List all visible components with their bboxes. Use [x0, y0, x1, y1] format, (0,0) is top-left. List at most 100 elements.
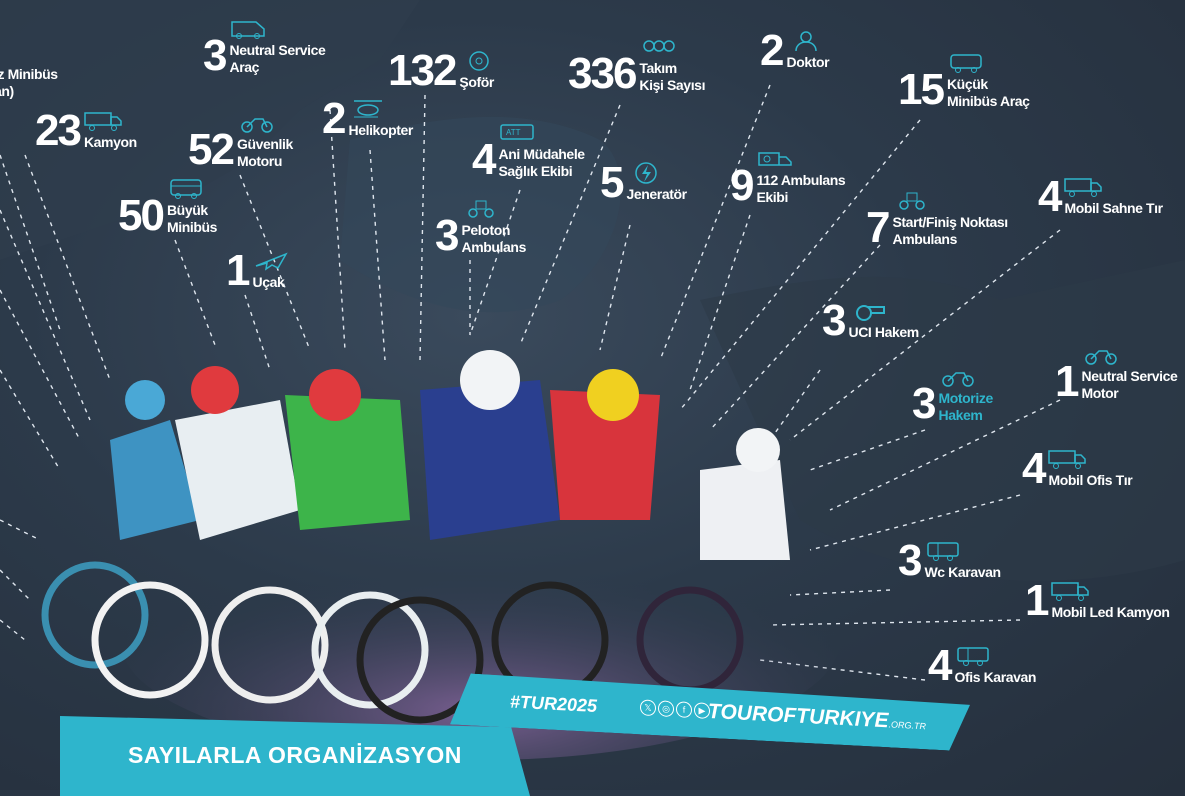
motorcycle-icon [1081, 344, 1121, 366]
helicopter-icon [348, 98, 388, 120]
stat-number: 1 [226, 246, 251, 295]
website-link[interactable]: TOUROFTURKIYE.ORG.TR [708, 700, 926, 735]
stat-label-line: ız Minibüs [0, 66, 58, 82]
minibus-icon [947, 52, 987, 74]
stat-item: 4 Mobil Ofis Tır [1022, 444, 1133, 493]
stat-number: 15 [898, 65, 945, 114]
stat-number: 1 [1025, 576, 1050, 625]
stat-item: 2 Helikopter [322, 94, 413, 143]
stat-label: Neutral Service [229, 42, 326, 58]
stat-label: Doktor [786, 54, 830, 70]
stat-item: 3 Peloton Ambulans [435, 198, 526, 260]
leader-line [0, 154, 61, 331]
stat-item: 336 Takım Kişi Sayısı [568, 36, 706, 98]
stat-label: Takım [639, 60, 677, 76]
leader-line [659, 84, 771, 361]
leader-line [329, 109, 346, 351]
motorcycle-icon [938, 366, 978, 388]
ambulance-motorcycle-icon [892, 190, 932, 212]
stat-label: Jeneratör [626, 186, 687, 202]
stat-number: 2 [322, 94, 347, 143]
stat-number: 52 [188, 125, 235, 174]
stat-item: 50 Büyük Minibüs [118, 178, 217, 240]
caravan-icon [954, 645, 994, 667]
stat-label: Motor [1081, 385, 1119, 401]
bus-icon [167, 178, 207, 200]
banner-title: SAYILARLA ORGANİZASYON [128, 742, 462, 768]
stat-label: Wc Karavan [924, 564, 1001, 580]
stat-number: 7 [866, 203, 891, 252]
leader-line [789, 229, 1061, 441]
stat-number: 3 [435, 211, 460, 260]
leader-line [689, 214, 751, 391]
leader-line [709, 244, 881, 431]
leader-line [809, 494, 1021, 551]
stat-label: Motorize [938, 390, 993, 406]
stat-item: 3 Motorize Hakem [912, 366, 993, 428]
stat-item: 4 Ofis Karavan [928, 641, 1037, 690]
stat-label: Şoför [459, 74, 494, 90]
stat-item: 4 Mobil Sahne Tır [1038, 172, 1163, 221]
title-banner: SAYILARLA ORGANİZASYON [60, 716, 530, 796]
leader-line [24, 154, 111, 381]
stat-number: 9 [730, 161, 755, 210]
stat-number: 4 [472, 135, 497, 184]
stat-item: 4 ATT Ani Müdahele Sağlık Ekibi [472, 122, 585, 184]
site-name: TOUROFTURKIYE [708, 699, 889, 733]
stat-label-line: an) [0, 83, 14, 99]
stat-item: 7 Start/Finiş Noktası Ambulans [866, 190, 1008, 252]
stat-item: 15 Küçük Minibüs Araç [898, 52, 1030, 114]
stat-number: 336 [568, 49, 637, 98]
stat-label: Sağlık Ekibi [498, 163, 573, 179]
stat-number: 4 [1038, 172, 1063, 221]
leader-line [599, 224, 631, 351]
stat-label: Hakem [938, 407, 983, 423]
stat-item: 23 Kamyon [35, 109, 137, 153]
stat-number: 3 [203, 31, 228, 80]
stat-label: Kamyon [83, 134, 137, 150]
stat-item: 3 Neutral Service Araç [203, 18, 326, 80]
stat-label: Ambulans [461, 239, 526, 255]
hashtag: #TUR2025 [510, 691, 598, 717]
leader-line [0, 289, 81, 441]
stat-label: 112 Ambulans [756, 172, 846, 188]
stat-label: Küçük [946, 76, 988, 92]
stat-item: 1 Uçak [226, 246, 292, 295]
stat-label: Motoru [236, 153, 282, 169]
stat-item: 2 Doktor [760, 29, 830, 73]
stat-label: Mobil Sahne Tır [1064, 200, 1163, 216]
stat-number: 132 [388, 46, 457, 95]
ambulance-icon [756, 148, 796, 170]
att-ambulance-icon: ATT [498, 122, 538, 144]
stat-label: Ani Müdahele [498, 146, 585, 162]
leader-line [829, 399, 1061, 511]
instagram-icon[interactable]: ◎ [658, 700, 674, 717]
facebook-icon[interactable]: f [676, 701, 692, 718]
stat-label: Kişi Sayısı [639, 77, 706, 93]
stat-number: 3 [898, 536, 923, 585]
stat-label: Ekibi [756, 189, 788, 205]
van-icon [229, 18, 269, 40]
stat-item: 5 Jeneratör [600, 158, 687, 207]
stat-number: 5 [600, 158, 625, 207]
stat-number: 50 [118, 191, 165, 240]
motorcycle-icon [237, 112, 277, 134]
stat-number: 3 [822, 296, 847, 345]
stat-item: 1 Neutral Service Motor [1055, 344, 1178, 404]
truck-icon [1064, 176, 1104, 198]
stat-number: 4 [1022, 444, 1047, 493]
stat-label: Helikopter [348, 122, 413, 138]
x-icon[interactable]: 𝕏 [640, 699, 656, 716]
stat-label: Güvenlik [236, 136, 293, 152]
stat-number: 4 [928, 641, 953, 690]
truck-icon [84, 110, 124, 132]
stat-number: 3 [912, 379, 937, 428]
stat-item: 3 UCI Hakem [822, 296, 919, 345]
stat-label: Ofis Karavan [954, 669, 1037, 685]
svg-text:ATT: ATT [506, 128, 521, 137]
truck-icon [1048, 448, 1088, 470]
leader-line [174, 239, 216, 346]
stat-label: Minibüs Araç [946, 93, 1030, 109]
